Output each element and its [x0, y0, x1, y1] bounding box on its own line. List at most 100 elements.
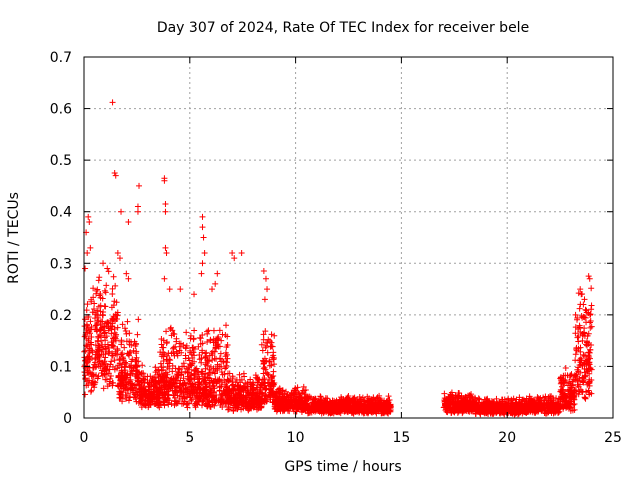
data-point: [162, 370, 169, 377]
data-point: [250, 395, 257, 402]
data-point: [200, 234, 207, 241]
data-point: [177, 286, 184, 293]
x-axis-label: GPS time / hours: [284, 459, 401, 475]
data-point: [125, 219, 132, 226]
data-point: [191, 368, 198, 375]
data-point: [198, 368, 205, 375]
y-axis-label: ROTI / TECUs: [6, 192, 22, 284]
data-point: [497, 398, 504, 405]
data-point: [99, 311, 106, 318]
data-point: [225, 404, 232, 411]
data-point: [145, 404, 152, 411]
data-point: [237, 384, 244, 391]
data-point: [100, 260, 107, 267]
data-point: [455, 399, 462, 406]
data-point: [329, 406, 336, 413]
data-point: [94, 314, 101, 321]
data-point: [120, 380, 127, 387]
data-point: [97, 291, 104, 298]
data-point: [236, 393, 243, 400]
data-point: [192, 404, 199, 411]
data-point: [138, 404, 145, 411]
y-tick-label: 0.1: [50, 359, 72, 375]
data-point: [196, 334, 203, 341]
data-point: [238, 398, 245, 405]
data-point: [225, 398, 232, 405]
data-point: [172, 388, 179, 395]
data-point: [279, 396, 286, 403]
data-point: [232, 394, 239, 401]
data-point: [305, 393, 312, 400]
data-point: [183, 386, 190, 393]
data-point: [588, 302, 595, 309]
data-point: [266, 362, 273, 369]
data-point: [268, 339, 275, 346]
data-point: [162, 200, 169, 207]
data-point: [211, 377, 218, 384]
data-point: [168, 332, 175, 339]
data-point: [85, 353, 92, 360]
data-point: [107, 361, 114, 368]
data-point: [445, 406, 452, 413]
data-point: [187, 371, 194, 378]
data-point: [161, 401, 168, 408]
data-point: [328, 409, 335, 416]
data-point: [166, 360, 173, 367]
data-point: [161, 275, 168, 282]
data-point: [129, 387, 136, 394]
data-point: [370, 399, 377, 406]
data-point: [147, 373, 154, 380]
data-point: [178, 386, 185, 393]
data-point: [191, 327, 198, 334]
data-point: [112, 282, 119, 289]
data-point: [226, 388, 233, 395]
data-point: [218, 391, 225, 398]
data-point: [382, 409, 389, 416]
data-point: [118, 364, 125, 371]
data-point: [203, 400, 210, 407]
data-point: [581, 296, 588, 303]
y-tick-label: 0.2: [50, 308, 72, 324]
chart-title: Day 307 of 2024, Rate Of TEC Index for r…: [157, 20, 529, 36]
data-point: [169, 382, 176, 389]
data-point: [88, 380, 95, 387]
data-point: [469, 398, 476, 405]
data-point: [587, 324, 594, 331]
data-point: [162, 244, 169, 251]
data-point: [185, 355, 192, 362]
data-point: [582, 395, 589, 402]
data-point: [109, 342, 116, 349]
data-point: [166, 385, 173, 392]
data-point: [582, 306, 589, 313]
data-point: [126, 330, 133, 337]
data-point: [206, 357, 213, 364]
data-point: [87, 318, 94, 325]
data-point: [453, 394, 460, 401]
data-point: [122, 360, 129, 367]
data-point: [301, 390, 308, 397]
data-point: [254, 379, 261, 386]
data-point: [266, 382, 273, 389]
data-point: [260, 331, 267, 338]
data-point: [157, 360, 164, 367]
data-point: [111, 298, 118, 305]
data-point: [113, 315, 120, 322]
data-point: [223, 383, 230, 390]
data-point: [466, 397, 473, 404]
data-point: [172, 398, 179, 405]
data-point: [270, 380, 277, 387]
data-point: [104, 265, 111, 272]
data-point: [123, 270, 130, 277]
data-point: [160, 364, 167, 371]
data-point: [238, 249, 245, 256]
data-point: [178, 393, 185, 400]
data-point: [181, 363, 188, 370]
data-point: [91, 300, 98, 307]
data-point: [285, 393, 292, 400]
data-point: [215, 336, 222, 343]
data-point: [133, 350, 140, 357]
data-point: [136, 369, 143, 376]
data-point: [226, 370, 233, 377]
data-point: [190, 349, 197, 356]
data-point: [105, 327, 112, 334]
